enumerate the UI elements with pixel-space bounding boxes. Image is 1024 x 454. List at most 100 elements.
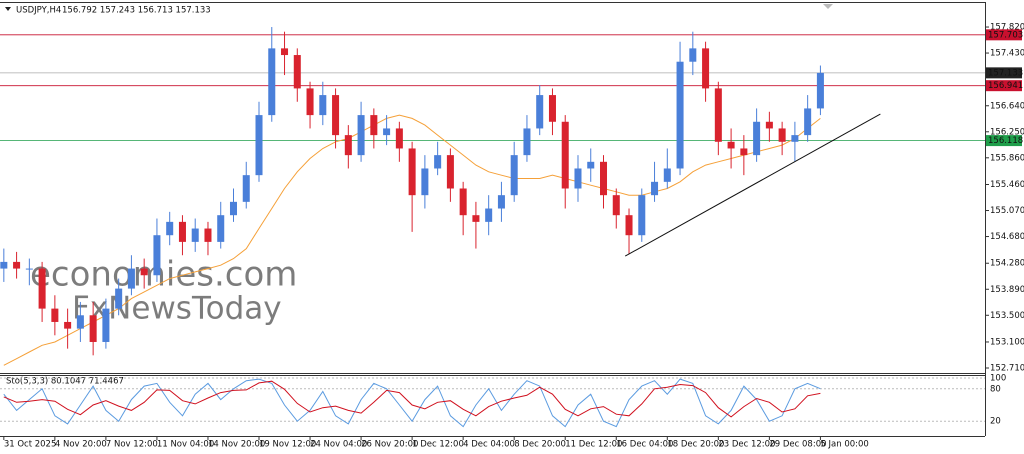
level-label-box xyxy=(986,67,1022,79)
candle-body xyxy=(791,135,799,142)
candle-body xyxy=(778,128,786,142)
level-label-box xyxy=(986,80,1022,92)
x-tick-label: 11 Nov 04:00 xyxy=(157,440,214,450)
y-tick-label: 153.500 xyxy=(990,311,1024,321)
y-tick-label: 80 xyxy=(990,384,1001,394)
candle-body xyxy=(319,95,327,116)
candle-body xyxy=(765,121,773,129)
candle-body xyxy=(102,308,110,342)
x-tick-label: 4 Dec 04:00 xyxy=(463,440,515,450)
x-tick-label: 19 Nov 12:00 xyxy=(259,440,316,450)
candle-body xyxy=(638,195,646,236)
y-tick-label: 155.860 xyxy=(990,153,1024,163)
candle-body xyxy=(13,261,21,269)
candle-body xyxy=(485,208,493,222)
x-tick-label: 8 Dec 20:00 xyxy=(514,440,566,450)
shift-marker xyxy=(823,4,833,9)
candle-body xyxy=(25,268,33,270)
level-label: 157.133 xyxy=(988,68,1023,78)
candle-body xyxy=(64,321,72,329)
x-tick-label: 18 Dec 20:00 xyxy=(667,440,724,450)
y-tick-label: 154.680 xyxy=(990,232,1024,242)
x-tick-label: 24 Nov 04:00 xyxy=(310,440,367,450)
x-tick-label: 31 Oct 2025 xyxy=(4,440,57,450)
candle-body xyxy=(0,261,8,269)
candle-body xyxy=(140,268,148,276)
watermark: economies.com xyxy=(30,255,297,295)
stochastic-line xyxy=(3,380,821,418)
y-tick-label: 157.820 xyxy=(990,23,1024,33)
x-tick-label: 4 Nov 20:00 xyxy=(55,440,107,450)
candle-body xyxy=(714,88,722,142)
y-tick-label: 156.250 xyxy=(990,127,1024,137)
ohlc-readout: 156.792 157.243 156.713 157.133 xyxy=(62,6,211,16)
candle-body xyxy=(332,95,340,136)
y-tick-label: 152.710 xyxy=(990,363,1024,373)
x-tick-label: 11 Dec 12:00 xyxy=(565,440,622,450)
candle-body xyxy=(242,175,250,202)
candle-body xyxy=(459,188,467,216)
candle-body xyxy=(268,48,276,116)
candle-body xyxy=(510,155,518,196)
y-tick-label: 155.460 xyxy=(990,180,1024,190)
y-tick-label: 154.280 xyxy=(990,259,1024,269)
candle-body xyxy=(740,148,748,156)
y-tick-label: 100 xyxy=(990,374,1006,384)
candle-body xyxy=(612,195,620,216)
candle-body xyxy=(229,201,237,216)
x-tick-label: 16 Dec 04:00 xyxy=(616,440,673,450)
candle-body xyxy=(408,148,416,196)
stochastic-line xyxy=(3,378,821,428)
candle-body xyxy=(51,308,59,322)
candle-body xyxy=(446,155,454,189)
menu-icon[interactable] xyxy=(5,7,11,11)
candle-body xyxy=(651,181,659,196)
candle-body xyxy=(115,288,123,309)
level-label: 157.703 xyxy=(988,30,1023,40)
candle-body xyxy=(434,155,442,169)
candle-body xyxy=(395,128,403,149)
candle-body xyxy=(497,195,505,209)
x-tick-label: 1 Dec 12:00 xyxy=(412,440,464,450)
candle-body xyxy=(76,315,84,329)
level-label: 156.118 xyxy=(988,136,1023,146)
x-tick-label: 26 Nov 20:00 xyxy=(361,440,418,450)
candle-body xyxy=(191,228,199,242)
candle-body xyxy=(38,268,46,309)
candle-body xyxy=(217,215,225,242)
candle-body xyxy=(663,168,671,182)
candle-body xyxy=(293,55,301,89)
level-label-box xyxy=(986,29,1022,41)
chart-title: USDJPY,H4 xyxy=(16,6,61,16)
candle-body xyxy=(357,115,365,156)
y-tick-label: 157.430 xyxy=(990,49,1024,59)
candle-body xyxy=(204,228,212,242)
x-tick-label: 23 Dec 12:00 xyxy=(718,440,775,450)
candle-body xyxy=(689,48,697,62)
x-tick-label: 7 Nov 12:00 xyxy=(106,440,158,450)
y-tick-label: 153.890 xyxy=(990,285,1024,295)
candle-body xyxy=(816,72,824,109)
candle-body xyxy=(561,121,569,189)
candle-body xyxy=(536,95,544,129)
candle-body xyxy=(574,168,582,189)
candle-body xyxy=(306,88,314,116)
level-label-box xyxy=(986,135,1022,147)
candle-body xyxy=(753,121,761,156)
candle-body xyxy=(804,108,812,136)
candle-body xyxy=(281,48,289,56)
candle-body xyxy=(127,268,135,289)
candle-body xyxy=(472,215,480,222)
candle-body xyxy=(178,221,186,242)
candle-body xyxy=(625,215,633,236)
candle-body xyxy=(89,315,97,342)
candle-body xyxy=(548,95,556,122)
x-tick-label: 14 Nov 20:00 xyxy=(208,440,265,450)
candle-body xyxy=(727,141,735,149)
candle-body xyxy=(599,161,608,196)
candle-body xyxy=(255,115,263,176)
x-tick-label: 5 Jan 00:00 xyxy=(820,440,868,450)
y-tick-label: 156.640 xyxy=(990,101,1024,111)
